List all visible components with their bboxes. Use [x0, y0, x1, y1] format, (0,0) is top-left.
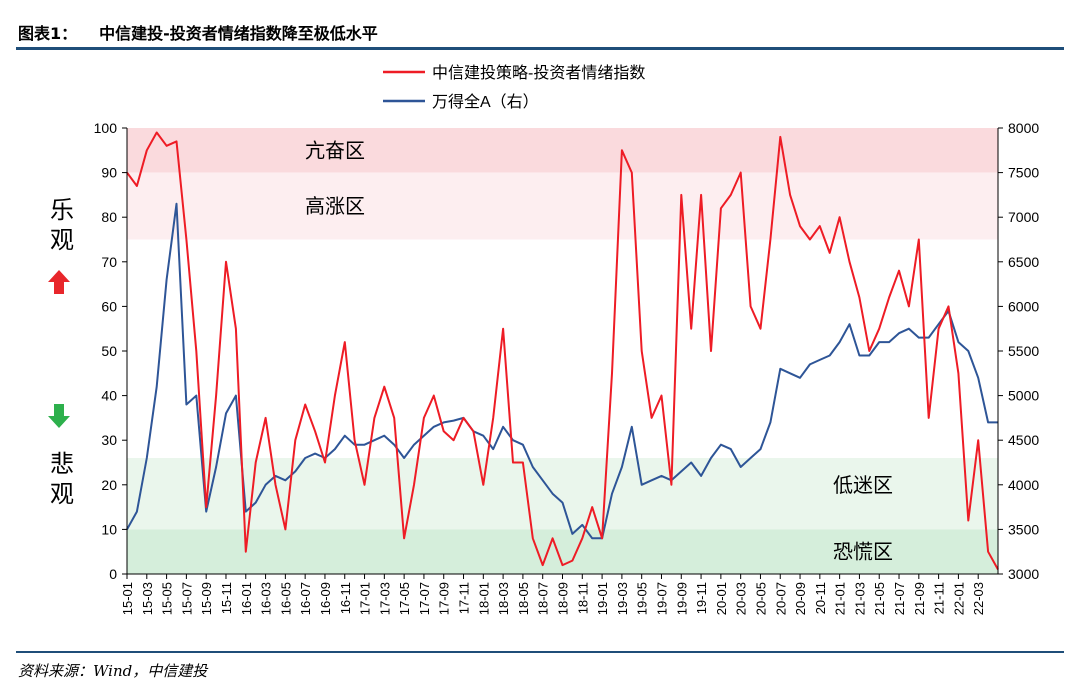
figure-label: 图表1： — [18, 24, 78, 43]
x-tick-label: 15-05 — [160, 582, 175, 615]
x-tick-label: 18-07 — [536, 582, 551, 615]
zone-label: 亢奋区 — [305, 139, 365, 162]
up-arrow-icon — [48, 270, 70, 294]
x-tick-label: 19-03 — [615, 582, 630, 615]
source-note: 资料来源：Wind，中信建投 — [18, 662, 208, 680]
sentiment-series-line — [126, 131, 999, 570]
x-tick-label: 19-05 — [635, 582, 650, 615]
x-tick-label: 17-01 — [358, 582, 373, 615]
y-right-tick-label: 7500 — [1008, 165, 1039, 181]
down-arrow-icon — [48, 404, 70, 428]
x-tick-label: 20-11 — [813, 582, 828, 614]
y-left-tick-label: 60 — [101, 298, 117, 314]
x-tick-label: 18-05 — [516, 582, 531, 615]
x-tick-label: 20-07 — [773, 582, 788, 615]
y-left-tick-label: 20 — [101, 477, 117, 493]
y-left-tick-label: 30 — [101, 432, 117, 448]
x-tick-label: 21-05 — [872, 582, 887, 615]
x-tick-label: 17-07 — [417, 582, 432, 615]
x-tick-label: 19-09 — [674, 582, 689, 615]
x-tick-label: 20-03 — [734, 582, 749, 615]
top-rule — [16, 47, 1064, 50]
x-tick-label: 21-09 — [912, 582, 927, 615]
index-series-line — [126, 202, 998, 540]
y-right-tick-label: 5000 — [1008, 388, 1039, 404]
x-tick-label: 17-11 — [457, 582, 472, 614]
x-tick-label: 20-05 — [753, 582, 768, 615]
x-tick-label: 17-09 — [437, 582, 452, 615]
y-right-tick-label: 5500 — [1008, 343, 1039, 359]
x-tick-label: 15-07 — [179, 582, 194, 615]
x-tick-label: 19-01 — [595, 582, 610, 615]
zone-label: 恐慌区 — [833, 541, 893, 564]
x-tick-label: 15-03 — [140, 582, 155, 615]
zone-band — [127, 172, 998, 240]
figure-title: 图表1： 中信建投-投资者情绪指数降至极低水平 — [18, 20, 378, 44]
optimistic-label: 乐 — [50, 197, 74, 224]
pessimistic-label: 观 — [50, 481, 74, 508]
y-left-tick-label: 40 — [101, 388, 117, 404]
x-tick-label: 16-05 — [278, 582, 293, 615]
y-right-tick-label: 4000 — [1008, 477, 1039, 493]
y-right-tick-label: 8000 — [1008, 120, 1039, 136]
zone-band — [127, 529, 998, 574]
y-right-tick-label: 4500 — [1008, 432, 1039, 448]
x-tick-label: 16-09 — [318, 582, 333, 615]
x-tick-label: 16-03 — [259, 582, 274, 615]
x-tick-label: 20-01 — [714, 582, 729, 615]
series-layer — [126, 131, 999, 570]
y-right-tick-label: 3500 — [1008, 521, 1039, 537]
x-tick-label: 20-09 — [793, 582, 808, 615]
x-tick-label: 17-05 — [397, 582, 412, 615]
bottom-rule — [16, 651, 1064, 653]
x-tick-label: 21-01 — [833, 582, 848, 615]
x-tick-label: 18-03 — [496, 582, 511, 615]
zone-label: 低迷区 — [833, 474, 893, 497]
zone-label: 高涨区 — [305, 195, 365, 218]
pessimistic-label: 悲 — [50, 451, 74, 478]
y-left-tick-label: 80 — [101, 209, 117, 225]
figure-title-text: 中信建投-投资者情绪指数降至极低水平 — [99, 24, 378, 43]
zone-band — [127, 128, 998, 173]
legend-label-sentiment: 中信建投策略-投资者情绪指数 — [432, 64, 645, 82]
x-tick-label: 18-09 — [556, 582, 571, 615]
y-right-tick-label: 3000 — [1008, 566, 1039, 582]
x-tick-label: 22-03 — [971, 582, 986, 615]
x-tick-label: 21-07 — [892, 582, 907, 615]
x-tick-label: 19-11 — [694, 582, 709, 614]
x-tick-label: 21-03 — [852, 582, 867, 615]
y-left-tick-label: 0 — [109, 566, 117, 582]
x-tick-label: 17-03 — [377, 582, 392, 615]
y-right-tick-label: 6500 — [1008, 254, 1039, 270]
y-left-tick-label: 100 — [94, 120, 118, 136]
optimistic-label: 观 — [50, 227, 74, 254]
x-tick-label: 15-01 — [120, 582, 135, 615]
x-tick-label: 15-09 — [199, 582, 214, 615]
legend-label-index: 万得全A（右） — [432, 93, 539, 111]
x-tick-label: 16-07 — [298, 582, 313, 615]
x-tick-label: 18-01 — [476, 582, 491, 615]
y-left-tick-label: 10 — [101, 521, 117, 537]
y-left-tick-label: 70 — [101, 254, 117, 270]
y-right-tick-label: 7000 — [1008, 209, 1039, 225]
x-tick-label: 22-01 — [951, 582, 966, 615]
x-tick-label: 16-01 — [239, 582, 254, 615]
zone-band — [127, 458, 998, 530]
x-tick-label: 18-11 — [575, 582, 590, 614]
y-left-tick-label: 50 — [101, 343, 117, 359]
x-tick-label: 15-11 — [219, 582, 234, 614]
x-tick-label: 16-11 — [338, 582, 353, 614]
y-left-tick-label: 90 — [101, 165, 117, 181]
x-tick-label: 21-11 — [932, 582, 947, 614]
y-right-tick-label: 6000 — [1008, 298, 1039, 314]
axes-layer: 0 10 20 30 40 50 60 70 80 90 100 3000 3500 4000 4500 50… — [94, 120, 1040, 615]
x-tick-label: 19-07 — [654, 582, 669, 615]
